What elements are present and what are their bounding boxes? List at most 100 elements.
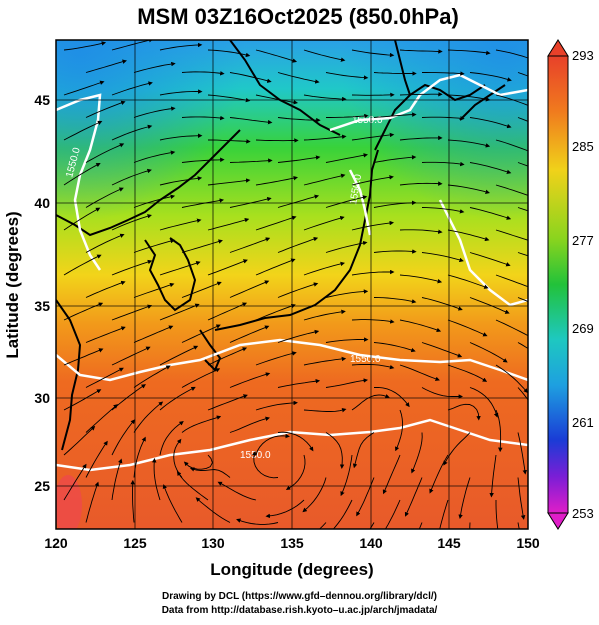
streamline xyxy=(469,297,510,314)
streamline xyxy=(325,240,368,253)
streamline xyxy=(133,194,176,208)
streamline xyxy=(207,217,250,231)
streamline xyxy=(447,184,490,194)
streamline xyxy=(236,518,279,525)
streamline xyxy=(411,432,423,474)
streamline xyxy=(265,499,305,519)
streamline xyxy=(111,259,153,276)
streamline xyxy=(255,94,299,105)
streamline xyxy=(63,207,101,231)
streamline xyxy=(303,215,345,231)
streamline xyxy=(373,342,416,353)
streamline xyxy=(399,364,440,381)
streamline xyxy=(277,194,320,208)
streamline xyxy=(399,92,443,97)
streamline xyxy=(351,319,395,324)
streamline xyxy=(111,346,151,366)
streamline xyxy=(517,72,528,77)
colorbar-tick-label: 285 xyxy=(572,139,594,154)
streamline xyxy=(63,389,102,411)
streamline xyxy=(373,155,417,163)
y-tick-label: 25 xyxy=(34,478,50,494)
streamline xyxy=(85,280,126,298)
streamline xyxy=(421,116,465,121)
streamline xyxy=(229,325,270,343)
streamline xyxy=(181,368,221,388)
streamline xyxy=(318,522,327,529)
map-title: MSM 03Z16Oct2025 (850.0hPa) xyxy=(137,4,459,29)
streamline xyxy=(255,49,298,63)
streamline xyxy=(285,454,306,491)
streamline xyxy=(517,477,526,520)
streamline xyxy=(229,280,270,298)
streamline xyxy=(351,175,394,186)
streamline xyxy=(255,303,296,321)
colorbar-tick-label: 261 xyxy=(572,415,594,430)
streamline xyxy=(207,178,251,186)
colorbar: 293 285 277 269 261 253 xyxy=(547,39,594,530)
x-tick-label: 135 xyxy=(280,535,304,551)
coastline-china xyxy=(56,129,241,237)
streamline xyxy=(133,61,176,73)
streamline xyxy=(63,41,107,51)
streamline xyxy=(63,163,101,186)
streamline xyxy=(130,479,135,523)
streamline xyxy=(325,289,369,298)
streamline xyxy=(229,372,271,388)
streamline xyxy=(447,49,491,56)
streamline xyxy=(229,72,272,83)
streamline xyxy=(133,325,174,343)
streamline xyxy=(373,71,417,76)
streamline xyxy=(399,181,443,186)
wind-streamlines xyxy=(63,40,528,529)
streamline xyxy=(325,153,369,163)
streamline xyxy=(495,229,528,241)
colorbar-tick-label: 293 xyxy=(572,48,594,63)
streamline xyxy=(133,401,164,433)
coastline-east-china xyxy=(56,299,82,451)
streamline xyxy=(159,345,199,366)
streamline xyxy=(63,120,103,141)
streamline xyxy=(351,92,395,98)
contour-south xyxy=(56,418,528,472)
streamline xyxy=(303,173,346,186)
colorbar-tick-label: 253 xyxy=(572,506,594,521)
contour-label-2: 1550.0 xyxy=(240,450,271,461)
streamline xyxy=(277,378,321,388)
streamline xyxy=(447,274,489,289)
streamline xyxy=(469,207,512,220)
streamline xyxy=(458,477,471,520)
streamline xyxy=(255,215,297,231)
streamline xyxy=(133,282,175,298)
streamline xyxy=(181,71,225,76)
streamline xyxy=(495,184,528,196)
streamline xyxy=(181,239,223,253)
streamline xyxy=(85,59,127,73)
streamline xyxy=(495,49,528,59)
streamline xyxy=(422,71,465,76)
streamline xyxy=(384,499,401,529)
streamline xyxy=(159,176,203,186)
streamline xyxy=(325,432,345,469)
streamline xyxy=(469,117,512,129)
contour-east xyxy=(438,199,528,307)
streamline xyxy=(447,403,481,421)
streamline xyxy=(439,499,449,529)
streamline xyxy=(351,132,395,141)
streamline xyxy=(277,329,320,343)
streamline xyxy=(229,158,273,163)
streamline xyxy=(517,117,528,122)
x-tick-label: 130 xyxy=(201,535,225,551)
streamline xyxy=(111,214,152,231)
streamline xyxy=(373,249,417,254)
streamline xyxy=(133,150,176,163)
streamline xyxy=(111,458,123,501)
streamline xyxy=(255,258,296,276)
streamline xyxy=(277,72,320,84)
x-tick-label: 125 xyxy=(123,535,147,551)
streamline xyxy=(111,168,152,186)
streamline xyxy=(133,365,171,388)
streamline xyxy=(277,236,319,253)
colorbar-bottom-triangle xyxy=(547,512,569,530)
colorbar-tick-label: 269 xyxy=(572,321,594,336)
